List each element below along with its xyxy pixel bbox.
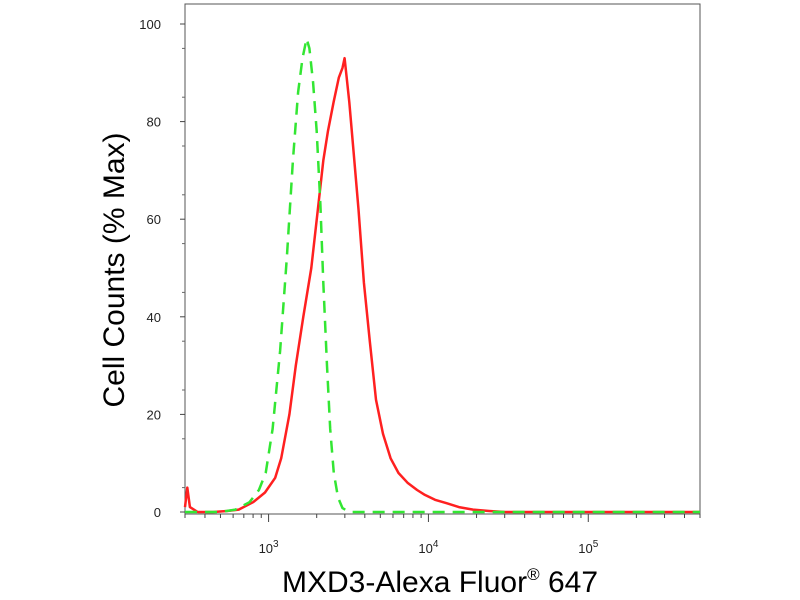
x-axis-title-suffix: 647 xyxy=(540,566,598,599)
y-tick-label: 80 xyxy=(147,115,161,130)
x-axis-ticks: 103 104 105 xyxy=(184,514,701,556)
x-tick-label: 104 xyxy=(418,539,438,556)
y-tick-label: 60 xyxy=(147,212,161,227)
series-layer xyxy=(183,37,700,514)
x-axis-title: MXD3-Alexa Fluor® 647 xyxy=(282,565,598,599)
series-line-2 xyxy=(185,37,700,514)
series-line-1 xyxy=(183,56,700,514)
y-axis-title: Cell Counts (% Max) xyxy=(98,132,131,407)
x-axis-title-main: MXD3-Alexa Fluor xyxy=(282,566,527,599)
plot-frame xyxy=(184,3,701,515)
y-tick-label: 100 xyxy=(139,17,161,32)
x-axis-title-superscript: ® xyxy=(527,565,540,584)
y-tick-label: 0 xyxy=(154,505,161,520)
y-axis-ticks: 0 20 40 60 80 100 xyxy=(139,17,185,520)
y-tick-label: 40 xyxy=(147,310,161,325)
x-tick-label: 105 xyxy=(578,539,598,556)
x-tick-label: 103 xyxy=(259,539,279,556)
y-tick-label: 20 xyxy=(147,407,161,422)
